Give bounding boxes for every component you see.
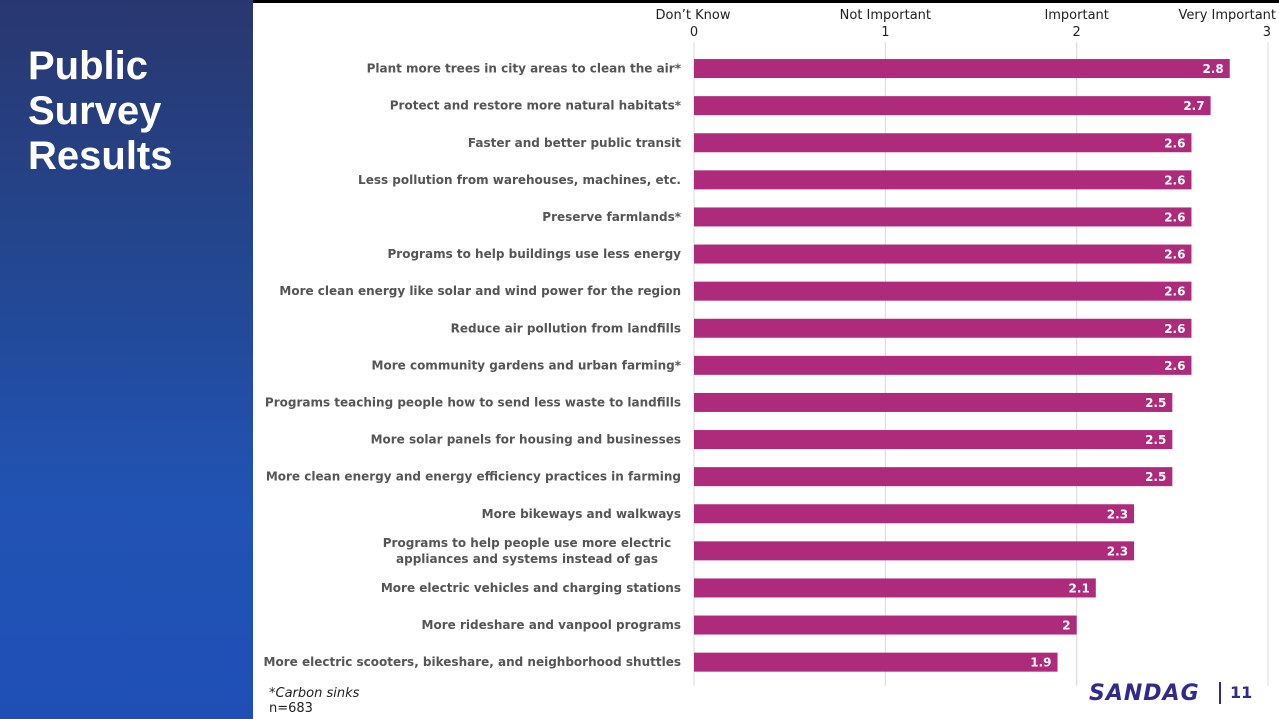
category-label-line: More clean energy like solar and wind po… [279,284,681,298]
category-label-15: More rideshare and vanpool programs [422,618,681,632]
category-label-9: Programs teaching people how to send les… [265,395,681,409]
category-label-line: More bikeways and walkways [482,507,681,521]
sample-size: n=683 [269,701,313,716]
category-label-8: More community gardens and urban farming… [372,358,682,372]
category-label-line: More community gardens and urban farming… [372,358,682,372]
category-label-3: Less pollution from warehouses, machines… [358,173,681,187]
sandag-logo: SANDAG [1089,681,1200,706]
category-label-line: More electric scooters, bikeshare, and n… [264,655,681,669]
bar-0 [694,59,1230,79]
tick-value-1: 1 [881,25,889,40]
page-number-separator [1219,682,1221,704]
tick-label-3: Very Important [1179,8,1277,23]
data-label-6: 2.6 [1164,285,1185,299]
category-label-4: Preserve farmlands* [542,210,681,224]
category-label-12: More bikeways and walkways [482,507,681,521]
data-label-3: 2.6 [1164,173,1185,187]
category-label-line: Programs to help people use more electri… [383,536,671,550]
bar-2 [694,133,1192,153]
category-label-11: More clean energy and energy efficiency … [266,470,681,484]
data-label-0: 2.8 [1202,62,1223,76]
category-label-7: Reduce air pollution from landfills [451,321,681,335]
data-label-5: 2.6 [1164,248,1185,262]
data-label-13: 2.3 [1107,544,1128,558]
bar-6 [694,281,1192,301]
bar-12 [694,504,1135,524]
category-label-line: Programs teaching people how to send les… [265,395,681,409]
category-label-line: More rideshare and vanpool programs [422,618,681,632]
category-label-line: Programs to help buildings use less ener… [388,247,682,261]
bar-4 [694,207,1192,227]
data-label-16: 1.9 [1030,656,1051,670]
tick-value-2: 2 [1073,25,1081,40]
bar-7 [694,318,1192,338]
category-label-line: Reduce air pollution from landfills [451,321,681,335]
category-label-line: Protect and restore more natural habitat… [390,99,682,113]
bar-15 [694,615,1077,635]
bar-5 [694,244,1192,264]
title-line-2: Survey [28,89,162,133]
category-label-line: More electric vehicles and charging stat… [381,581,681,595]
bar-10 [694,430,1173,450]
data-label-8: 2.6 [1164,359,1185,373]
data-label-4: 2.6 [1164,210,1185,224]
category-label-line: Preserve farmlands* [542,210,681,224]
page-number-text: 11 [1230,683,1253,702]
tick-label-1: Not Important [840,8,931,23]
category-label-5: Programs to help buildings use less ener… [388,247,682,261]
data-label-9: 2.5 [1145,396,1166,410]
bar-13 [694,541,1135,561]
tick-value-3: 3 [1263,25,1271,40]
bar-11 [694,467,1173,487]
bar-8 [694,355,1192,375]
category-label-line: Faster and better public transit [468,136,681,150]
data-label-1: 2.7 [1183,99,1204,113]
category-label-1: Protect and restore more natural habitat… [390,99,682,113]
bar-14 [694,578,1096,598]
data-label-14: 2.1 [1069,581,1090,595]
category-label-line: Less pollution from warehouses, machines… [358,173,681,187]
tick-label-0: Don’t Know [656,8,731,23]
category-label-line: More solar panels for housing and busine… [371,433,681,447]
top-rule [0,0,1279,3]
title-line-1: Public [28,44,149,88]
tick-value-0: 0 [690,25,698,40]
data-label-12: 2.3 [1107,507,1128,521]
category-label-2: Faster and better public transit [468,136,681,150]
category-label-line: appliances and systems instead of gas [396,552,658,566]
category-label-14: More electric vehicles and charging stat… [381,581,681,595]
data-label-7: 2.6 [1164,322,1185,336]
tick-label-2: Important [1044,8,1108,23]
bar-3 [694,170,1192,190]
title-line-3: Results [28,134,173,178]
category-label-6: More clean energy like solar and wind po… [279,284,681,298]
category-label-0: Plant more trees in city areas to clean … [367,62,682,76]
slide-title: Public Survey Results [28,44,238,179]
page-number: 11 [1220,683,1252,702]
data-label-2: 2.6 [1164,136,1185,150]
category-label-line: More clean energy and energy efficiency … [266,470,681,484]
bar-1 [694,96,1211,116]
title-sidebar [0,0,253,719]
carbon-sinks-note: *Carbon sinks [269,686,360,701]
bar-16 [694,652,1058,672]
data-label-11: 2.5 [1145,470,1166,484]
category-label-10: More solar panels for housing and busine… [371,433,681,447]
bar-9 [694,392,1173,412]
category-label-13: Programs to help people use more electri… [383,536,671,566]
data-label-10: 2.5 [1145,433,1166,447]
category-label-line: Plant more trees in city areas to clean … [367,62,682,76]
category-label-16: More electric scooters, bikeshare, and n… [264,655,681,669]
footnote: *Carbon sinks n=683 [269,686,359,716]
data-label-15: 2 [1062,619,1070,633]
